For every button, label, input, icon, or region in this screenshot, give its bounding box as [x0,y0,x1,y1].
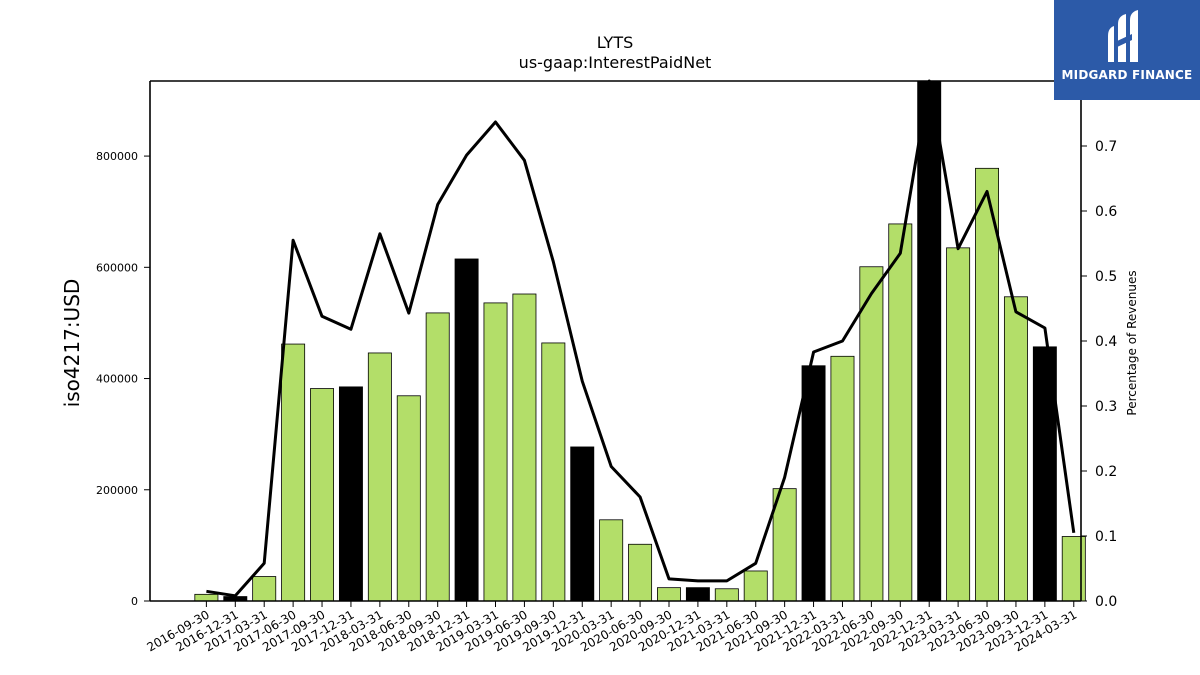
logo-text: MIDGARD FINANCE [1061,68,1193,82]
bar-2022-12-31 [917,80,942,602]
bar-2017-06-30 [281,343,306,602]
bar-2017-12-31 [338,386,363,602]
line-layer [206,79,1076,598]
bar-2022-06-30 [859,266,884,602]
bar-2023-09-30 [1003,296,1028,602]
bar-2019-12-31 [570,446,595,602]
bar-2021-03-31 [714,588,739,602]
y2-axis-label: Percentage of Revenues [1125,270,1139,415]
bar-2020-09-30 [657,587,681,602]
bar-2018-06-30 [396,395,421,602]
midgard-finance-logo: MIDGARD FINANCE [1054,0,1200,100]
bar-2020-06-30 [628,543,653,602]
bar-2016-09-30 [194,593,219,602]
y-tick-label: 600000 [96,261,138,274]
bar-2023-06-30 [975,167,999,602]
chart-subtitle: us-gaap:InterestPaidNet [519,53,712,72]
bar-2018-03-31 [367,352,392,602]
bar-2017-09-30 [310,388,334,602]
bar-2019-06-30 [512,293,537,602]
bar-2020-03-31 [599,519,624,602]
bar-2024-03-31 [1061,536,1086,602]
y2-tick-label: 0.7 [1095,139,1117,155]
y-tick-label: 0 [131,595,138,608]
chart-title: LYTS [597,33,634,52]
logo-mark-icon [1108,10,1138,62]
y2-tick-label: 0.0 [1095,594,1117,610]
bar-2017-03-31 [252,576,277,602]
y2-tick-label: 0.1 [1095,529,1117,545]
y2-tick-label: 0.4 [1095,334,1117,350]
bar-2021-06-30 [743,570,768,602]
bar-2020-12-31 [685,587,710,602]
y2-tick-label: 0.5 [1095,269,1117,285]
y-tick-label: 200000 [96,484,138,497]
bars-layer [194,80,1086,602]
bar-2021-12-31 [801,365,826,602]
bar-2023-03-31 [946,247,971,602]
bar-2018-09-30 [425,312,450,602]
y-tick-label: 800000 [96,150,138,163]
bar-2022-09-30 [888,223,913,602]
y-tick-label: 400000 [96,373,138,386]
y2-tick-label: 0.6 [1095,204,1117,220]
y-axis-label: iso4217:USD [60,279,84,408]
bar-2019-03-31 [483,302,508,602]
bar-2018-12-31 [454,258,479,602]
y2-tick-label: 0.3 [1095,399,1117,415]
bar-2019-09-30 [541,342,566,602]
series-line-percentage [206,79,1076,598]
bar-2022-03-31 [830,355,855,602]
y2-tick-label: 0.2 [1095,464,1117,480]
